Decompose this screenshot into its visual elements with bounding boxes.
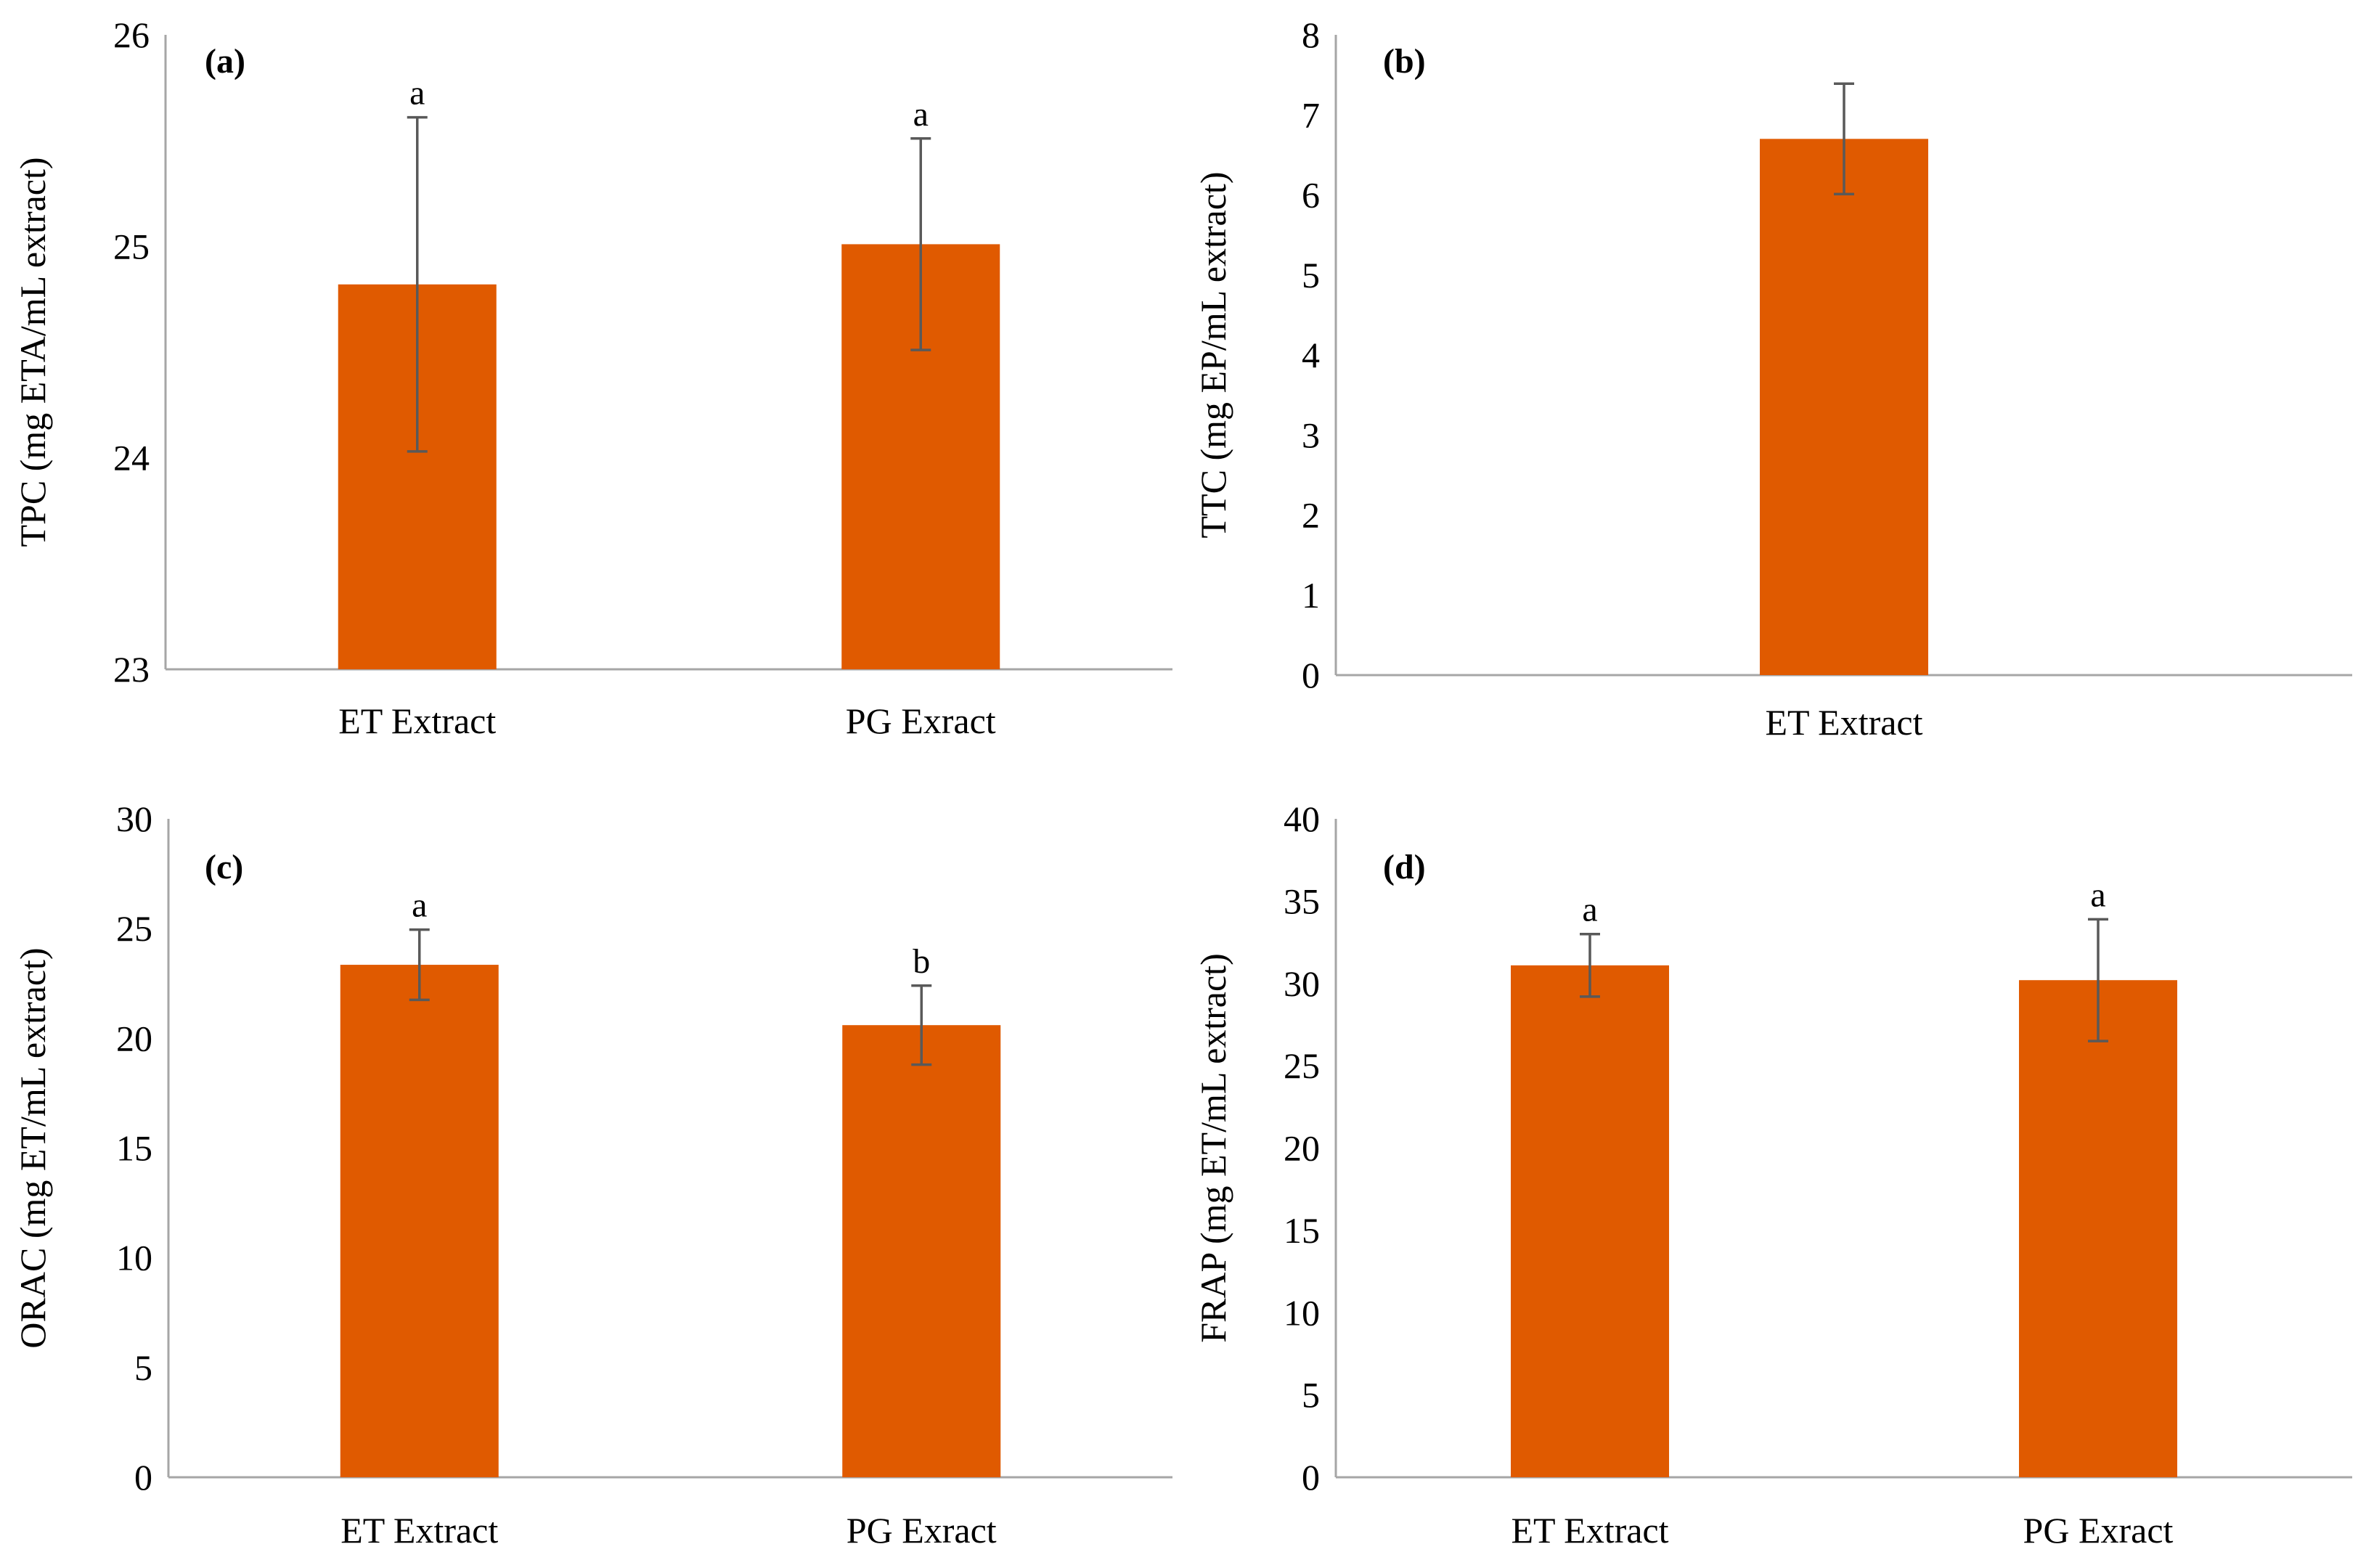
significance-letter-a-2: a — [913, 95, 929, 134]
y-tick-label-c: 0 — [134, 1457, 152, 1498]
y-tick-label-c: 25 — [116, 908, 152, 949]
y-tick-label-a: 23 — [113, 649, 150, 690]
y-tick-label-a: 26 — [113, 15, 150, 55]
y-tick-label-c: 15 — [116, 1128, 152, 1169]
y-tick-label-b: 8 — [1302, 15, 1320, 55]
panel-d: 0 5 10 15 20 25 30 35 40 FRAP (mg ET/mL extract) (… — [1193, 799, 2352, 1551]
y-tick-label-d: 15 — [1284, 1210, 1320, 1251]
y-tick-label-a: 25 — [113, 226, 150, 266]
y-tick-label-d: 25 — [1284, 1045, 1320, 1086]
y-tick-label-d: 10 — [1284, 1292, 1320, 1333]
bar-b-1 — [1760, 139, 1928, 675]
y-axis-title-a: TPC (mg ETA/mL extract) — [12, 157, 53, 547]
significance-letter-d-2: a — [2090, 875, 2105, 914]
panel-title-a: (a) — [205, 42, 245, 81]
category-label-a-2: PG Exract — [846, 701, 996, 741]
y-tick-label-b: 7 — [1302, 94, 1320, 135]
category-label-a-1: ET Extract — [338, 701, 496, 741]
y-tick-label-b: 2 — [1302, 495, 1320, 536]
y-axis-title-b: TTC (mg EP/mL extract) — [1193, 172, 1233, 539]
significance-letter-c-1: a — [412, 886, 427, 925]
y-tick-label-b: 4 — [1302, 335, 1320, 375]
bar-c-2 — [842, 1025, 1001, 1477]
bar-d-2 — [2019, 980, 2177, 1477]
y-tick-label-d: 30 — [1284, 963, 1320, 1004]
panel-title-c: (c) — [205, 848, 243, 886]
y-axis-title-d: FRAP (mg ET/mL extract) — [1193, 953, 1233, 1342]
panel-title-d: (d) — [1383, 848, 1426, 886]
panel-title-b: (b) — [1383, 42, 1426, 81]
category-label-d-2: PG Exract — [2023, 1510, 2174, 1551]
y-tick-label-d: 5 — [1302, 1375, 1320, 1416]
panel-b: 0 1 2 3 4 5 6 7 8 TTC (mg EP/mL extract) (b) ET Ext… — [1193, 15, 2352, 743]
significance-letter-c-2: b — [913, 942, 930, 981]
panel-a: 23 24 25 26 TPC (mg ETA/mL extract) (a) a ET Ex… — [12, 15, 1172, 741]
y-tick-label-b: 5 — [1302, 255, 1320, 295]
y-tick-label-d: 0 — [1302, 1457, 1320, 1498]
bar-c-1 — [340, 965, 499, 1477]
category-label-d-1: ET Extract — [1511, 1510, 1668, 1551]
panel-c: 0 5 10 15 20 25 30 ORAC (mg ET/mL extract) (c) a E… — [12, 799, 1172, 1551]
y-tick-label-d: 40 — [1284, 799, 1320, 839]
y-tick-label-c: 5 — [134, 1347, 152, 1388]
y-tick-label-b: 6 — [1302, 175, 1320, 216]
y-tick-label-d: 20 — [1284, 1128, 1320, 1169]
y-axis-title-c: ORAC (mg ET/mL extract) — [12, 947, 53, 1348]
category-label-c-1: ET Extract — [340, 1510, 498, 1551]
y-tick-label-b: 1 — [1302, 575, 1320, 616]
y-tick-label-c: 30 — [116, 799, 152, 839]
y-tick-label-d: 35 — [1284, 881, 1320, 921]
y-tick-label-c: 20 — [116, 1018, 152, 1058]
y-tick-label-a: 24 — [113, 438, 150, 478]
y-tick-label-b: 3 — [1302, 415, 1320, 455]
bar-d-1 — [1511, 965, 1669, 1477]
category-label-b-1: ET Extract — [1765, 702, 1922, 743]
category-label-c-2: PG Exract — [847, 1510, 997, 1551]
y-tick-label-b: 0 — [1302, 655, 1320, 695]
y-tick-label-c: 10 — [116, 1238, 152, 1278]
significance-letter-a-1: a — [409, 74, 425, 113]
significance-letter-d-1: a — [1582, 891, 1597, 929]
